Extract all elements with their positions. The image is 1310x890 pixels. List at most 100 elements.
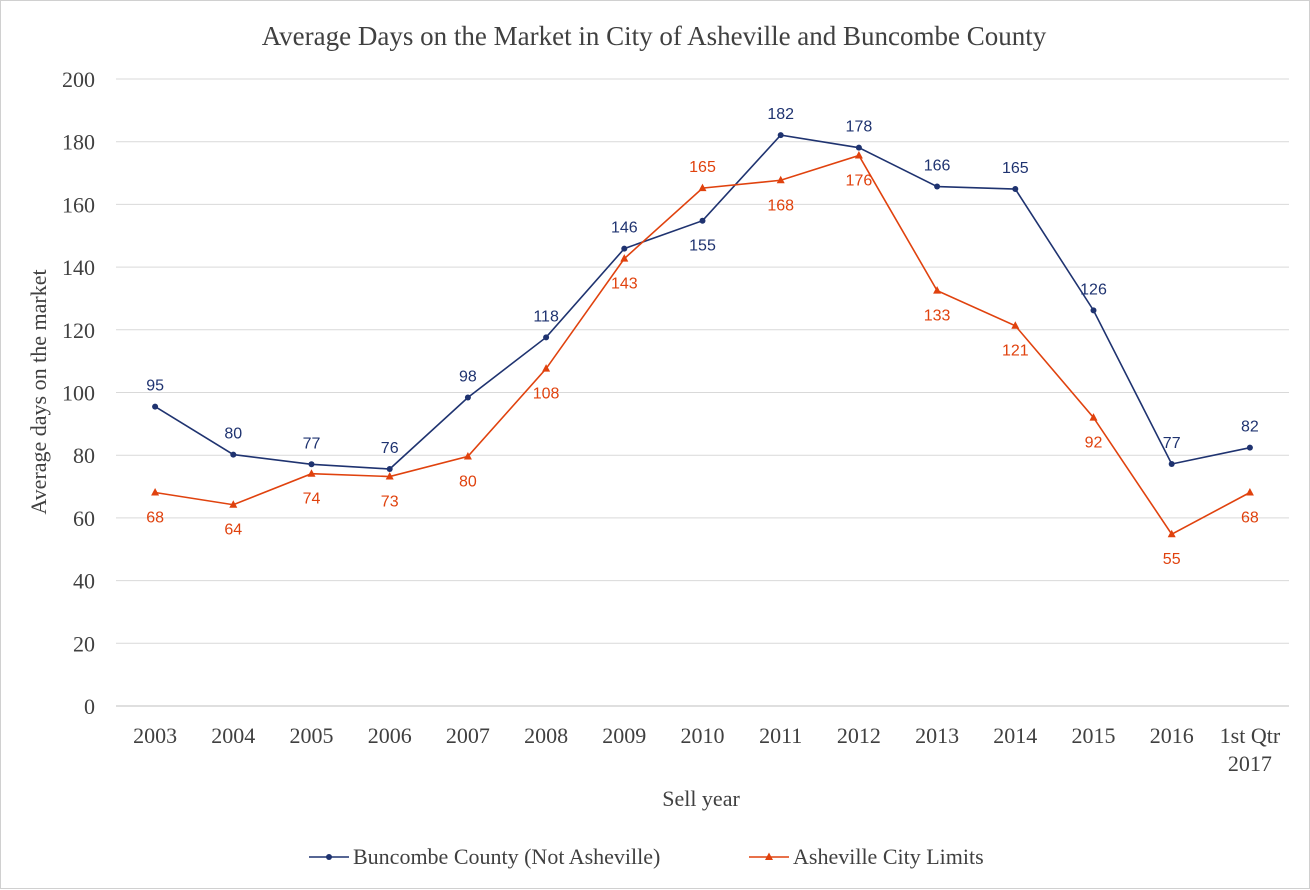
- data-point: [1167, 529, 1176, 538]
- x-tick-label: 2009: [602, 723, 646, 748]
- data-label: 165: [1002, 160, 1029, 177]
- y-tick-label: 40: [73, 569, 95, 594]
- data-label: 108: [533, 386, 560, 403]
- data-point: [1090, 307, 1097, 314]
- y-tick-label: 0: [84, 694, 95, 719]
- data-labels: 95 80 77 76 98 118 146 155 182 178 166 165 126 77 82 68…: [146, 106, 1259, 568]
- data-point: [699, 217, 706, 224]
- data-label: 82: [1241, 419, 1259, 436]
- legend-label: Buncombe County (Not Asheville): [353, 844, 660, 869]
- data-point: [934, 183, 941, 190]
- data-label: 165: [689, 159, 716, 176]
- gridlines: [116, 78, 1289, 707]
- x-tick-label: 2016: [1150, 723, 1194, 748]
- x-tick-label: 2014: [993, 723, 1037, 748]
- data-point: [1245, 488, 1254, 496]
- data-point: [308, 461, 315, 468]
- data-point: [386, 465, 393, 472]
- data-label: 168: [767, 197, 794, 214]
- data-label: 55: [1163, 551, 1181, 568]
- x-tick-label: 2006: [368, 723, 412, 748]
- y-axis-ticks: 0 20 40 60 80 100 120 140 160 180 200: [62, 67, 95, 719]
- data-label: 80: [459, 473, 477, 490]
- data-point: [230, 451, 237, 458]
- data-point: [1089, 413, 1098, 421]
- data-label: 176: [846, 172, 873, 189]
- y-tick-label: 80: [73, 443, 95, 468]
- data-point: [1012, 186, 1019, 193]
- data-point: [152, 403, 159, 410]
- data-label: 98: [459, 369, 477, 386]
- data-point: [854, 150, 863, 159]
- data-point: [385, 472, 394, 480]
- y-tick-label: 180: [62, 130, 95, 155]
- legend-marker: [326, 854, 332, 860]
- y-tick-label: 140: [62, 255, 95, 280]
- x-axis-ticks: 2003 2004 2005 2006 2007 2008 2009 2010 2011 2012…: [133, 723, 1281, 776]
- x-tick-label: 2013: [915, 723, 959, 748]
- y-tick-label: 200: [62, 67, 95, 92]
- x-tick-label: 2007: [446, 723, 490, 748]
- data-point: [620, 254, 629, 262]
- data-label: 73: [381, 494, 399, 511]
- data-point: [1011, 321, 1020, 329]
- data-label: 178: [846, 119, 873, 136]
- x-tick-label: 1st Qtr 2017: [1220, 723, 1281, 776]
- data-label: 95: [146, 378, 164, 395]
- y-tick-label: 160: [62, 192, 95, 217]
- data-label: 118: [533, 308, 559, 325]
- data-label: 146: [611, 220, 638, 237]
- data-label: 77: [303, 435, 321, 452]
- data-label: 133: [924, 308, 951, 325]
- x-tick-label: 2011: [759, 723, 802, 748]
- data-label: 92: [1085, 435, 1103, 452]
- legend-item-2: Asheville City Limits: [749, 844, 984, 869]
- data-point: [229, 500, 238, 508]
- x-tick-label: 2008: [524, 723, 568, 748]
- data-point: [463, 451, 472, 460]
- legend-marker: [765, 852, 773, 860]
- data-point: [1168, 460, 1175, 467]
- y-tick-label: 20: [73, 631, 95, 656]
- y-axis-label: Average days on the market: [26, 269, 51, 514]
- x-tick-label: 2015: [1072, 723, 1116, 748]
- data-label: 76: [381, 440, 399, 457]
- series-layer: [151, 132, 1254, 538]
- data-point: [698, 183, 707, 192]
- data-point: [776, 175, 785, 184]
- data-point: [777, 132, 784, 139]
- x-tick-label: 2005: [290, 723, 334, 748]
- data-label: 182: [767, 106, 794, 123]
- data-label: 80: [224, 426, 242, 443]
- data-point: [464, 394, 471, 401]
- data-label: 166: [924, 158, 951, 175]
- data-label: 155: [689, 238, 716, 255]
- x-tick-label: 2010: [681, 723, 725, 748]
- data-label: 126: [1080, 281, 1107, 298]
- data-label: 77: [1163, 435, 1181, 452]
- x-tick-label: 2012: [837, 723, 881, 748]
- y-tick-label: 120: [62, 318, 95, 343]
- data-label: 64: [224, 522, 242, 539]
- data-label: 143: [611, 276, 638, 293]
- legend: Buncombe County (Not Asheville) Asheville…: [309, 844, 984, 869]
- data-point: [933, 286, 942, 294]
- series-line: [154, 154, 1251, 536]
- data-point: [542, 364, 551, 372]
- data-point: [855, 144, 862, 151]
- legend-item-1: Buncombe County (Not Asheville): [309, 844, 660, 869]
- data-point: [151, 488, 160, 496]
- data-point: [1246, 444, 1253, 451]
- y-tick-label: 100: [62, 381, 95, 406]
- data-point: [307, 469, 316, 477]
- data-point: [543, 334, 550, 341]
- data-label: 68: [1241, 510, 1259, 527]
- legend-label: Asheville City Limits: [793, 844, 984, 869]
- data-point: [621, 245, 628, 252]
- data-label: 74: [303, 491, 321, 508]
- x-axis-label: Sell year: [662, 786, 740, 811]
- y-tick-label: 60: [73, 506, 95, 531]
- series-2: [151, 150, 1254, 538]
